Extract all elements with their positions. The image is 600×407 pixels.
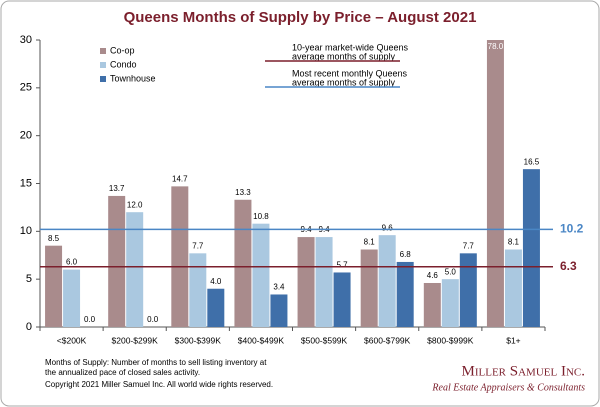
- bar: [504, 249, 522, 327]
- legend-label: average months of supply: [292, 51, 396, 61]
- logo: Miller Samuel Inc.: [462, 363, 585, 379]
- value-label: 5.0: [445, 267, 457, 276]
- x-tick-label: $400-$499K: [238, 335, 285, 345]
- bar: [486, 40, 504, 327]
- value-label: 3.4: [273, 283, 285, 292]
- reference-value: 6.3: [560, 259, 577, 273]
- bar: [315, 237, 333, 327]
- legend-swatch: [100, 48, 106, 54]
- value-label: 16.5: [524, 157, 540, 166]
- bar: [522, 169, 540, 327]
- bar: [297, 237, 315, 327]
- value-label: 13.3: [235, 188, 251, 197]
- bar: [396, 261, 414, 327]
- value-label: 7.7: [463, 241, 475, 250]
- value-label: 4.6: [427, 271, 439, 280]
- bar: [360, 249, 378, 327]
- value-label: 4.0: [210, 277, 222, 286]
- legend-label: Co-op: [110, 45, 135, 55]
- value-label: 14.7: [172, 174, 188, 183]
- y-tick-label: 5: [26, 273, 32, 285]
- y-tick-label: 30: [20, 34, 32, 46]
- x-tick-label: $600-$799K: [364, 335, 411, 345]
- legend-swatch: [100, 76, 106, 82]
- legend-label: 10-year market-wide Queens: [292, 42, 409, 52]
- value-label: 5.7: [337, 261, 349, 270]
- bar: [63, 269, 81, 327]
- logo-tagline: Real Estate Appraisers & Consultants: [431, 382, 585, 393]
- value-label: 12.0: [127, 200, 143, 209]
- x-tick-label: $500-$599K: [301, 335, 348, 345]
- value-label: 7.7: [192, 241, 204, 250]
- value-label: 78.0: [488, 42, 504, 51]
- bar: [171, 186, 189, 327]
- legend-label: Most recent monthly Queens: [292, 68, 408, 78]
- plot-area: [45, 40, 540, 327]
- value-label: 0.0: [147, 315, 159, 324]
- legend-label: Townhouse: [110, 73, 156, 83]
- y-tick-label: 10: [20, 225, 32, 237]
- copyright: Copyright 2021 Miller Samuel Inc. All wo…: [45, 380, 273, 389]
- bar: [441, 279, 459, 327]
- y-tick-label: 25: [20, 82, 32, 94]
- bar: [270, 294, 288, 327]
- bar: [378, 235, 396, 327]
- bar: [45, 245, 63, 327]
- value-label: 13.7: [109, 184, 125, 193]
- legend-label: Condo: [110, 59, 137, 69]
- y-tick-label: 0: [26, 321, 32, 333]
- legend-swatch: [100, 62, 106, 68]
- x-tick-label: $800-$999K: [427, 335, 474, 345]
- bar: [234, 199, 252, 327]
- bar: [126, 212, 144, 327]
- x-tick-label: $300-$399K: [175, 335, 222, 345]
- bar: [189, 253, 207, 327]
- x-tick-label: $200-$299K: [112, 335, 159, 345]
- y-tick-label: 15: [20, 177, 32, 189]
- bar: [423, 282, 441, 327]
- legend-label: average months of supply: [292, 77, 396, 87]
- footnote: Months of Supply: Number of months to se…: [45, 358, 267, 367]
- bar: [108, 195, 126, 327]
- value-label: 10.8: [253, 212, 269, 221]
- y-tick-label: 20: [20, 130, 32, 142]
- bar: [207, 288, 225, 327]
- value-label: 0.0: [84, 315, 96, 324]
- reference-value: 10.2: [560, 222, 584, 236]
- value-label: 8.1: [364, 238, 376, 247]
- value-label: 8.1: [508, 238, 520, 247]
- bar: [459, 253, 477, 327]
- value-label: 9.6: [382, 223, 394, 232]
- value-label: 6.0: [66, 258, 78, 267]
- value-label: 8.5: [48, 234, 60, 243]
- x-tick-label: <$200K: [57, 335, 87, 345]
- bar: [252, 223, 270, 327]
- value-label: 6.8: [400, 250, 412, 259]
- x-tick-label: $1+: [506, 335, 520, 345]
- chart-title: Queens Months of Supply by Price – Augus…: [124, 9, 477, 26]
- footnote: the annualized pace of closed sales acti…: [45, 368, 200, 377]
- bar: [333, 272, 351, 327]
